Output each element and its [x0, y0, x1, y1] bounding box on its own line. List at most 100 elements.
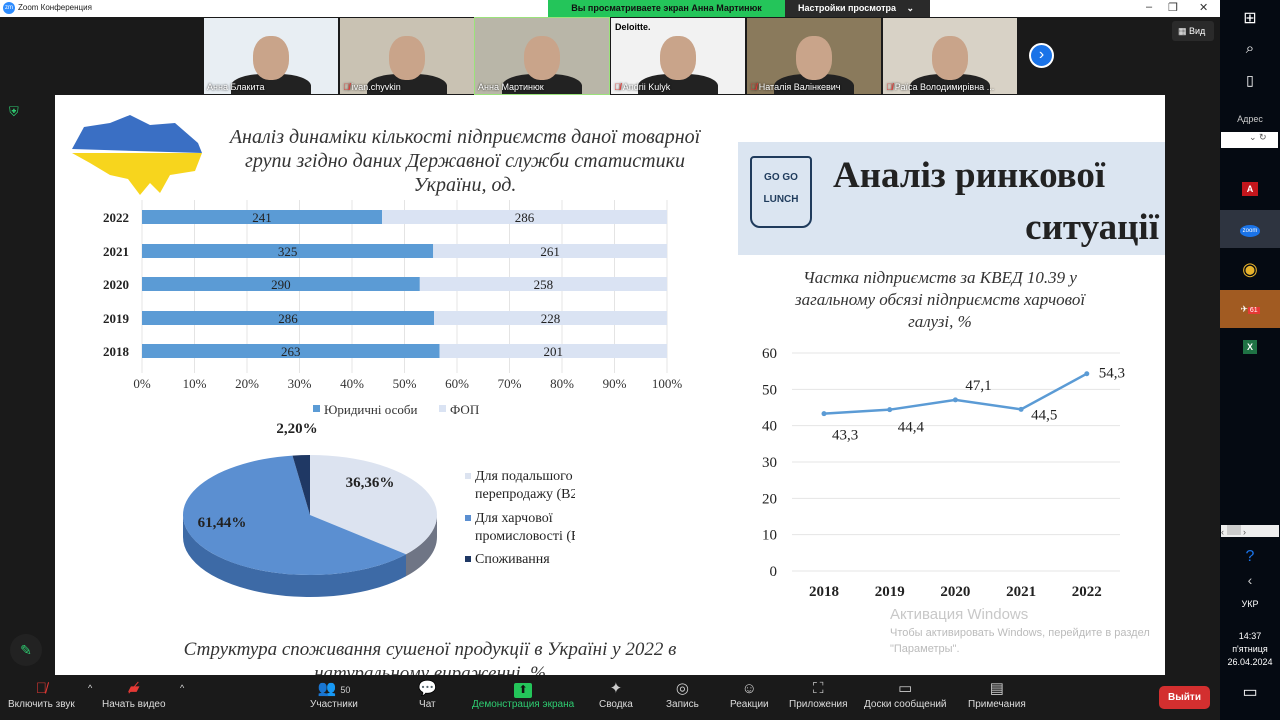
view-settings-label: Настройки просмотра [798, 3, 897, 13]
x-tick-label: 2018 [809, 584, 839, 600]
x-tick-label: 2021 [1006, 584, 1036, 600]
gogo-lunch-logo: GO GO LUNCH [750, 156, 812, 228]
participant-figure [910, 74, 990, 94]
taskbar-excel[interactable]: X [1220, 328, 1280, 366]
record-button[interactable]: ◎ Запись [666, 680, 699, 710]
video-options-caret[interactable]: ^ [180, 683, 185, 693]
help-icon[interactable]: ? [1245, 548, 1255, 565]
participant-figure [502, 74, 582, 94]
y-category-label: 2022 [103, 210, 129, 225]
y-tick-label: 20 [762, 491, 777, 507]
summary-button[interactable]: ✦ Сводка [599, 680, 633, 710]
participant-figure [638, 74, 718, 94]
participant-figure [231, 74, 311, 94]
view-settings-dropdown[interactable]: Настройки просмотра ⌄ [785, 0, 930, 17]
address-input[interactable]: ⌄ ↻ [1221, 132, 1278, 148]
x-tick-label: 2020 [940, 584, 970, 600]
legend-label: Споживання [475, 552, 550, 567]
x-tick-label: 0% [133, 376, 151, 391]
participant-face [253, 36, 289, 80]
view-button[interactable]: ▦ Вид [1172, 21, 1214, 41]
y-tick-label: 50 [762, 382, 777, 398]
notes-button[interactable]: ▤ Примечания [968, 680, 1026, 710]
annotate-pen-icon[interactable]: ✎ [10, 634, 42, 666]
legend-label: Юридичні особи [324, 402, 417, 417]
participants-icon: 👥 50 [317, 680, 351, 697]
participant-name: 🎙̸ Andrii Kulyk [614, 82, 671, 92]
pie-slice-Для подальшого перепродажу (B2C) [310, 455, 437, 555]
windows-activation-text: Чтобы активировать Windows, перейдите в … [890, 627, 1150, 639]
summary-icon: ✦ [609, 680, 623, 697]
taskbar-scrollbar[interactable]: ‹ › [1221, 525, 1279, 537]
share-screen-icon: ⬆ [472, 679, 574, 699]
taskbar-zoom[interactable]: zoom [1220, 210, 1280, 248]
windows-start-icon[interactable]: ⊞ [1243, 10, 1257, 27]
participant-figure [774, 74, 854, 94]
header-title-line2: ситуації [1025, 207, 1159, 248]
pie-data-label: 36,36% [346, 475, 395, 491]
search-icon[interactable]: ⌕ [1245, 40, 1255, 57]
bar-data-label: 228 [541, 311, 561, 326]
whiteboards-button[interactable]: ▭ Доски сообщений [864, 680, 947, 710]
clock-time[interactable]: 14:37 [1238, 631, 1262, 641]
audio-options-caret[interactable]: ^ [88, 683, 93, 693]
shield-icon[interactable]: ⛨ [9, 104, 19, 119]
participant-video-tile[interactable]: 🎙̸ ivan.chyvkin [340, 18, 474, 94]
participant-face [932, 36, 968, 80]
bar-segment-ФОП [419, 277, 667, 291]
language-indicator[interactable]: УКР [1241, 599, 1259, 609]
participant-video-tile[interactable]: 🎙̸ Наталія Валінкевич [747, 18, 881, 94]
data-label: 43,3 [832, 428, 858, 444]
share-screen-button[interactable]: ⬆ Демонстрация экрана [472, 679, 574, 710]
pie-chart: 36,36% 61,44% 2,20% Для подальшого перепрода… [182, 421, 575, 597]
participants-button[interactable]: 👥 50 Участники [310, 680, 358, 710]
taskbar-acrobat[interactable]: A [1220, 172, 1280, 210]
x-tick-label: 20% [235, 376, 259, 391]
restore-button[interactable]: ❐ [1168, 2, 1178, 14]
participant-figure [367, 74, 447, 94]
participant-video-tile[interactable]: 🎙̸ Раїса Володимирівна ... [883, 18, 1017, 94]
unmute-button[interactable]: 🎙̸ Включить звук [8, 680, 75, 710]
muted-mic-icon: 🎙̸ [343, 82, 350, 92]
taskbar-chrome[interactable]: ◉ [1242, 259, 1258, 279]
close-button[interactable]: ✕ [1199, 2, 1209, 14]
pie-data-label: 61,44% [198, 515, 247, 531]
leave-button[interactable]: Выйти [1159, 686, 1210, 709]
participant-video-tile[interactable]: Анна Мартинюк [474, 17, 610, 95]
bar-segment-Юридичні особи [142, 311, 435, 325]
legend-swatch [439, 405, 446, 412]
data-point [887, 407, 893, 413]
start-video-button[interactable]: ▰̸ Начать видео [102, 680, 166, 710]
ukraine-map-icon [72, 115, 202, 195]
show-hidden-icons[interactable]: ‹ [1247, 572, 1253, 588]
chat-button[interactable]: 💬 Чат [418, 680, 437, 710]
participant-video-tile[interactable]: Deloitte. 🎙̸ Andrii Kulyk [611, 18, 745, 94]
legend-label: Для харчової [475, 511, 553, 526]
clock-day: п'ятниця [1232, 644, 1268, 654]
windows-activation-text2: "Параметры". [890, 643, 960, 655]
minimize-button[interactable]: – [1146, 1, 1153, 13]
legend-label: ФОП [450, 402, 479, 417]
line-chart: 0 10 20 30 40 50 60 43,3 2018 44,4 2019 47,1 2020 44,… [762, 346, 1125, 600]
chat-icon: 💬 [418, 680, 437, 697]
bar-segment-Юридичні особи [142, 277, 420, 291]
muted-mic-icon: 🎙̸ [614, 82, 621, 92]
legend-swatch [465, 473, 471, 479]
apps-button[interactable]: ⛶ Приложения [789, 680, 848, 710]
participant-name: Анна Блакита [207, 82, 265, 92]
next-participants-button[interactable]: › [1029, 43, 1054, 68]
data-point [1084, 371, 1090, 377]
view-label: Вид [1189, 26, 1206, 36]
data-point [952, 397, 958, 403]
taskbar-telegram[interactable]: ✈ 61 [1220, 290, 1280, 328]
y-tick-label: 40 [762, 419, 777, 435]
participant-face [524, 36, 560, 80]
whiteboard-icon: ▭ [898, 680, 913, 697]
x-tick-label: 30% [288, 376, 312, 391]
reactions-button[interactable]: ☺ Реакции [730, 680, 769, 710]
notifications-icon[interactable]: ▭ [1242, 684, 1258, 701]
task-view-icon[interactable]: ▯ [1246, 72, 1254, 88]
participant-video-tile[interactable]: Анна Блакита [204, 18, 338, 94]
bar-data-label: 258 [534, 277, 554, 292]
pie-chart-title: Структура споживання сушеної продукції в… [183, 639, 677, 675]
